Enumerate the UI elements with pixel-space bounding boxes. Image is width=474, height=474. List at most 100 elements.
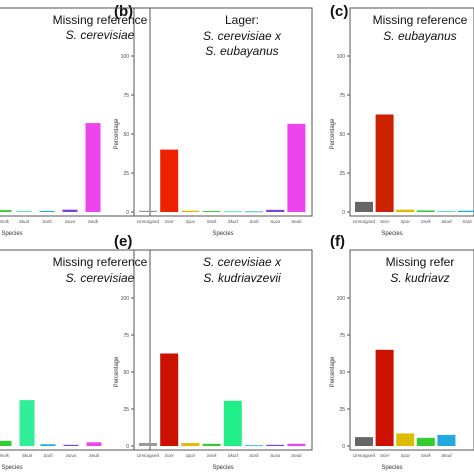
bar-smik [416, 210, 435, 212]
x-tick-label: Smik [0, 219, 10, 224]
panel-frame-e [133, 249, 313, 451]
x-tick-label: Smik [0, 453, 10, 458]
x-axis-label: Species [1, 231, 22, 237]
bar-seub [86, 442, 102, 446]
x-tick-label: Spar [186, 219, 196, 224]
y-tick-label: 75 [339, 93, 345, 99]
panel-title-line: Missing reference [53, 255, 148, 269]
x-tick-label: Scer [380, 453, 390, 458]
x-tick-label: Spar [186, 453, 196, 458]
bar-seub [287, 443, 306, 446]
bar-unmapped [139, 443, 157, 446]
panel-letter-c: (c) [330, 3, 348, 20]
x-tick-label: Smik [421, 453, 432, 458]
x-tick-label: Skud [22, 453, 33, 458]
x-tick-label: Seub [88, 219, 99, 224]
y-tick-label: 50 [339, 370, 345, 376]
panel-frame-d [0, 249, 151, 451]
x-tick-label: Suva [65, 219, 76, 224]
y-tick-label: 25 [123, 171, 129, 177]
y-tick-label: 25 [339, 407, 345, 413]
bar-skud [19, 400, 35, 446]
x-tick-label: Unmapped [353, 453, 376, 458]
bar-scer [160, 149, 179, 212]
y-tick-label: 0 [342, 210, 345, 216]
x-tick-label: Scer [165, 453, 175, 458]
y-tick-label: 0 [126, 444, 129, 450]
bar-suva [266, 444, 285, 446]
x-tick-label: Skud [441, 453, 452, 458]
bar-smik [416, 437, 435, 446]
bar-skud [437, 434, 456, 446]
x-tick-label: Scer [165, 219, 175, 224]
bar-spar [396, 209, 415, 212]
x-tick-label: Suva [66, 453, 77, 458]
y-tick-label: 75 [339, 333, 345, 339]
panel-title-line: Missing reference [53, 13, 148, 27]
y-tick-label: 0 [126, 210, 129, 216]
x-tick-label: Seub [89, 453, 100, 458]
x-tick-label: Sarb [462, 219, 472, 224]
bar-scer [375, 349, 394, 446]
panel-frame-a [0, 7, 151, 217]
bar-sarb [39, 210, 55, 212]
y-axis-label: Percentage [114, 356, 120, 387]
y-tick-label: 50 [123, 370, 129, 376]
x-tick-label: Seub [291, 453, 302, 458]
y-axis-label: Percentage [330, 118, 336, 149]
x-tick-label: Sarb [249, 219, 259, 224]
y-tick-label: 75 [123, 333, 129, 339]
x-tick-label: Sarb [249, 453, 259, 458]
x-tick-label: Sarb [43, 453, 53, 458]
y-tick-label: 100 [121, 296, 130, 302]
y-tick-label: 75 [123, 93, 129, 99]
y-tick-label: 0 [342, 444, 345, 450]
panel-letter-b: (b) [114, 3, 133, 20]
panel-title-line: S. eubayanus [383, 29, 456, 43]
x-axis-label: Species [381, 465, 402, 471]
bar-skud [223, 211, 242, 213]
y-tick-label: 100 [337, 54, 346, 60]
panel-letter-e: (e) [114, 233, 132, 250]
x-tick-label: Unmapped [137, 453, 160, 458]
bar-smik [202, 443, 221, 446]
panel-frame-f [349, 249, 474, 451]
bar-unmapped [139, 210, 157, 212]
panel-frame-c [349, 7, 474, 217]
x-tick-label: Smik [421, 219, 432, 224]
x-axis-label: Species [381, 231, 402, 237]
bar-sarb [245, 211, 263, 213]
x-tick-label: Sarb [42, 219, 52, 224]
panel-title-line: Missing reference [373, 13, 468, 27]
panel-letter-f: (f) [330, 233, 345, 250]
y-tick-label: 50 [339, 132, 345, 138]
y-tick-label: 50 [123, 132, 129, 138]
bar-sarb [458, 210, 474, 212]
x-tick-label: Suva [270, 453, 281, 458]
x-tick-label: Spar [400, 453, 410, 458]
x-tick-label: Skud [228, 453, 239, 458]
bar-spar [181, 443, 200, 446]
bar-suva [62, 209, 78, 212]
y-axis-label: Percentage [114, 118, 120, 149]
bar-scer [160, 353, 179, 446]
x-tick-label: Smik [207, 219, 218, 224]
x-axis-label: Species [1, 465, 22, 471]
bar-unmapped [355, 437, 373, 446]
bar-spar [396, 433, 415, 446]
bar-unmapped [355, 201, 373, 212]
y-tick-label: 25 [339, 171, 345, 177]
panel-title-line: S. kudriavzevii [203, 271, 281, 285]
x-tick-label: Spar [400, 219, 410, 224]
bar-seub [85, 123, 101, 212]
panel-title-line: S. cerevisiae x [203, 255, 282, 269]
bar-scer [375, 114, 394, 212]
bar-spar [181, 210, 200, 212]
panel-title-line: S. cerevisiae [66, 271, 135, 285]
bar-sarb [245, 445, 263, 447]
panel-title-line: S. kudriavz [390, 271, 449, 285]
bar-smik [0, 440, 12, 446]
x-tick-label: Unmapped [353, 219, 376, 224]
